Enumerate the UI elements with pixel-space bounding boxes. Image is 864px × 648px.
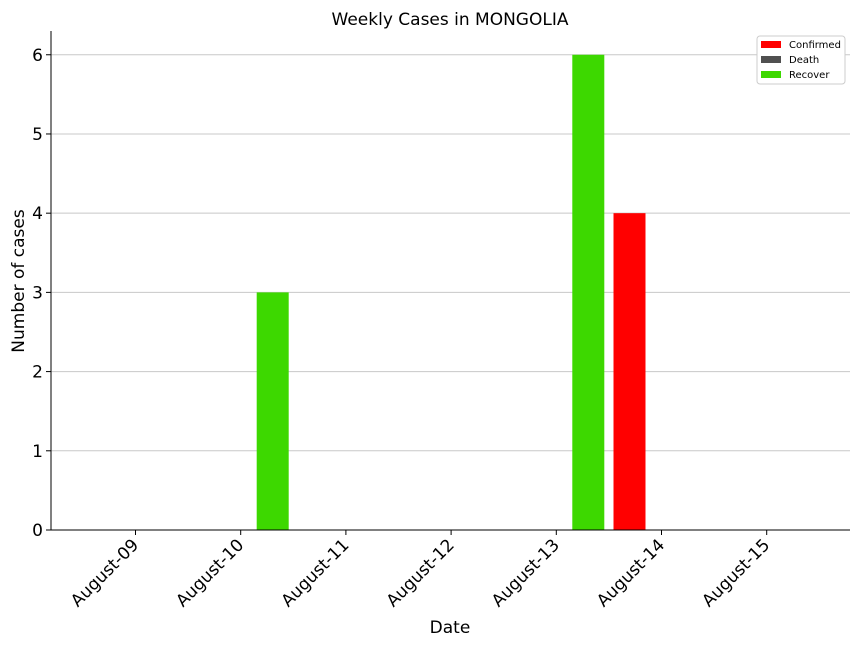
- legend-label-recover: Recover: [789, 70, 830, 81]
- y-tick-label: 2: [32, 363, 43, 383]
- y-tick-label: 6: [32, 46, 43, 66]
- legend-swatch-confirmed: [761, 41, 781, 48]
- x-tick-label: August-12: [383, 535, 459, 611]
- y-tick-label: 4: [32, 204, 43, 224]
- y-tick-label: 3: [32, 283, 43, 303]
- x-ticks: August-09 August-10 August-11 August-12 Augu…: [67, 530, 774, 611]
- chart-title: Weekly Cases in MONGOLIA: [332, 10, 569, 30]
- x-tick-label: August-14: [593, 535, 669, 611]
- legend-swatch-recover: [761, 71, 781, 78]
- legend-label-death: Death: [789, 55, 819, 66]
- x-tick-label: August-09: [67, 535, 143, 611]
- bar-confirmed-august-14: [614, 213, 646, 530]
- bar-recover-august-10: [257, 292, 289, 530]
- legend-swatch-death: [761, 56, 781, 63]
- y-ticks: 0 1 2 3 4 5 6: [32, 46, 51, 541]
- legend: Confirmed Death Recover: [757, 36, 845, 84]
- y-tick-label: 5: [32, 125, 43, 145]
- y-tick-label: 0: [32, 521, 43, 541]
- x-axis-label: Date: [430, 618, 471, 638]
- x-tick-label: August-11: [278, 535, 354, 611]
- x-tick-label: August-13: [488, 535, 564, 611]
- x-tick-label: August-15: [698, 535, 774, 611]
- bar-recover-august-13: [572, 55, 604, 530]
- y-tick-label: 1: [32, 442, 43, 462]
- legend-label-confirmed: Confirmed: [789, 40, 841, 51]
- gridlines: [51, 55, 850, 451]
- y-axis-label: Number of cases: [9, 209, 29, 353]
- x-tick-label: August-10: [172, 535, 248, 611]
